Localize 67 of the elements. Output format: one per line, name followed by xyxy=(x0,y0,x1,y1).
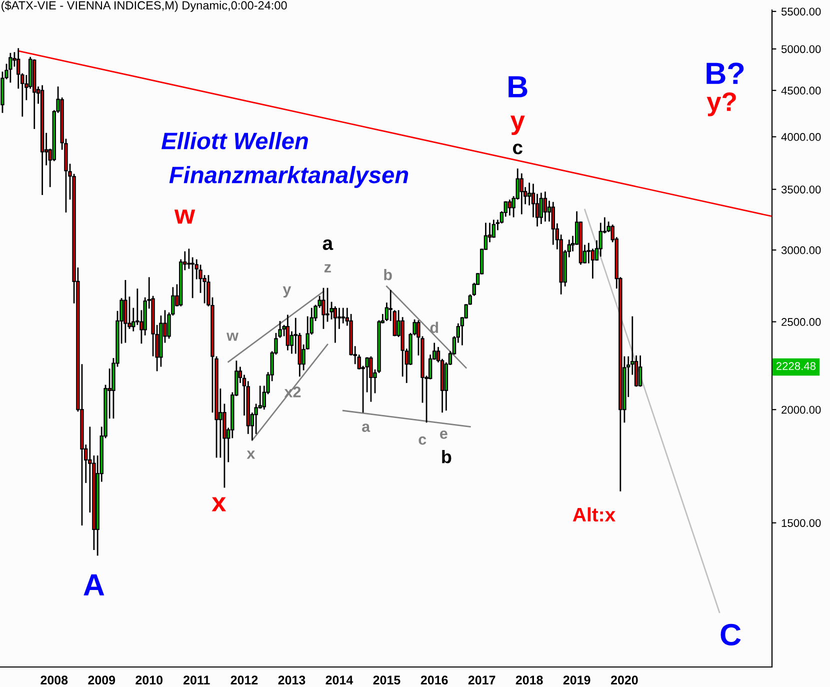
annotation: C xyxy=(720,624,741,646)
annotation: y? xyxy=(706,92,736,116)
x-tick-label: 2020 xyxy=(610,676,638,685)
annotation: c xyxy=(512,144,522,154)
candlestick xyxy=(326,287,330,322)
annotation: x xyxy=(212,497,226,512)
annotation: b xyxy=(442,450,452,464)
y-tick-label: 3500.00 xyxy=(781,186,821,194)
y-tick-label: 4000.00 xyxy=(781,133,821,141)
x-tick-label: 2014 xyxy=(326,676,354,685)
annotation: a xyxy=(362,424,370,432)
candlestick xyxy=(286,314,290,352)
x-tick-label: 2009 xyxy=(88,676,116,685)
y-tick-label: 5000.00 xyxy=(781,45,821,54)
candlestick xyxy=(369,356,373,403)
y-tick-label: 2000.00 xyxy=(782,406,821,414)
candlestick xyxy=(322,287,326,330)
candlestick xyxy=(8,52,12,84)
y-tick-label: 5500.00 xyxy=(781,8,821,16)
chart-title: ($ATX-VIE - VIENNA INDICES,M) Dynamic,0:00-24:00 xyxy=(2,0,287,12)
candlestick xyxy=(638,354,642,388)
x-tick-label: 2018 xyxy=(516,676,543,685)
candlestick xyxy=(520,172,524,215)
x-tick-label: 2012 xyxy=(230,676,258,685)
x-tick-label: 2015 xyxy=(373,676,400,685)
annotation: e xyxy=(440,430,448,439)
y-tick-label: 1500.00 xyxy=(782,519,821,527)
annotation: A xyxy=(84,574,104,596)
x-tick-label: 2013 xyxy=(278,676,306,685)
candlestick xyxy=(124,279,128,344)
candlestick xyxy=(187,248,191,270)
annotation: d xyxy=(430,322,438,334)
candlestick xyxy=(508,198,512,216)
annotation: Alt:x xyxy=(572,507,616,522)
annotation: y xyxy=(510,116,525,135)
annotation: c xyxy=(418,436,426,445)
annotation: w xyxy=(174,210,196,224)
candlestick xyxy=(586,242,591,264)
x-tick-label: 2008 xyxy=(40,676,68,685)
candlestick xyxy=(492,219,496,238)
text: 2228.48 xyxy=(776,362,816,370)
x-tick-label: 2016 xyxy=(420,676,448,685)
candlestick xyxy=(551,201,555,246)
y-tick-label: 4500.00 xyxy=(781,86,821,95)
y-tick-label: 2500.00 xyxy=(782,318,821,326)
candlestick xyxy=(527,182,532,206)
annotation: z xyxy=(324,264,331,272)
annotation: y xyxy=(282,286,292,298)
x-tick-label: 2011 xyxy=(183,676,210,685)
annotation: Finanzmarktanalysen xyxy=(169,166,408,188)
x-tick-label: 2017 xyxy=(468,676,496,685)
candlestick xyxy=(539,192,544,225)
annotation: Elliott Wellen xyxy=(162,132,308,150)
annotation: x xyxy=(246,450,256,459)
x-tick-label: 2010 xyxy=(136,676,163,685)
candlestick xyxy=(341,307,345,324)
candlestick xyxy=(190,256,194,299)
annotation: b xyxy=(384,269,392,280)
annotation: B xyxy=(508,76,528,98)
candlestick xyxy=(337,307,342,330)
candlestick xyxy=(333,306,338,344)
x-tick-label: 2019 xyxy=(563,676,590,685)
y-tick-label: 3000.00 xyxy=(781,246,821,254)
annotation: a xyxy=(322,239,334,250)
annotation: w xyxy=(226,332,238,341)
annotation: B? xyxy=(706,62,744,84)
candlestick xyxy=(543,190,548,222)
